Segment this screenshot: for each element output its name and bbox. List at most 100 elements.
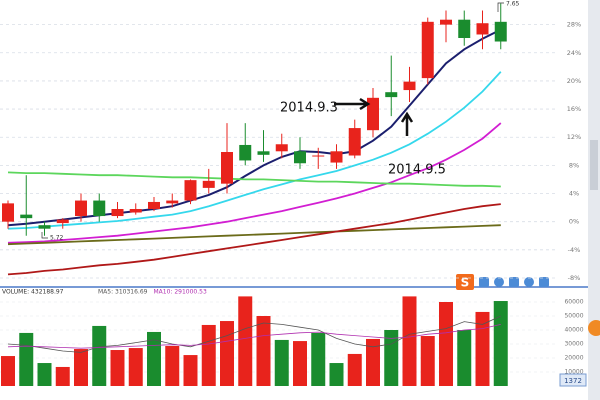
tool-icon[interactable]	[479, 277, 489, 287]
y-tick-label: 24%	[567, 49, 581, 57]
volume-bar	[493, 301, 508, 386]
y-tick-label: 30000	[564, 341, 583, 348]
y-tick-label: 4%	[569, 190, 579, 198]
annotation: 2014.9.3	[280, 101, 338, 116]
volume-bar	[37, 363, 52, 386]
candle-body	[294, 151, 306, 164]
candle-body	[75, 200, 87, 217]
candle-body	[93, 200, 106, 217]
candle-body	[312, 155, 325, 157]
candle-body	[129, 209, 142, 213]
tool-icon[interactable]	[494, 277, 504, 287]
ma-line	[7, 71, 502, 230]
annotation-pointer	[497, 2, 504, 12]
annotation: 7.65	[506, 1, 520, 8]
volume-bar	[92, 325, 107, 386]
candle-body	[348, 128, 361, 156]
candle-body	[257, 151, 270, 155]
volume-bar	[293, 341, 307, 386]
annotation: 2014.9.5	[388, 163, 446, 178]
y-tick-label: 50000	[564, 313, 583, 320]
candle-body	[367, 97, 379, 131]
volume-bar	[165, 345, 180, 386]
volume-bar	[201, 324, 216, 386]
candle-body	[2, 203, 14, 222]
tool-icon[interactable]	[524, 277, 534, 287]
corner-box	[559, 373, 587, 387]
y-tick-label: 8%	[569, 161, 579, 169]
scrollbar[interactable]	[590, 140, 598, 190]
candle-body	[458, 19, 471, 38]
toolbar-logo[interactable]: S	[461, 276, 470, 290]
volume-bar	[475, 311, 490, 386]
volume-bar	[128, 348, 143, 386]
candle-body	[476, 23, 489, 35]
toolbar-icons	[479, 277, 549, 287]
candle-body	[403, 81, 416, 91]
ma-line	[7, 28, 502, 227]
volume-bar	[457, 330, 472, 386]
annotation-pointer	[41, 232, 48, 239]
candle-body	[221, 152, 233, 184]
volume-bar	[402, 296, 417, 386]
candle-body	[148, 201, 160, 209]
ma-line	[7, 171, 501, 188]
corner-label: 1372	[564, 377, 582, 385]
annotation: 5.72	[50, 235, 64, 242]
y-tick-label: -8%	[568, 274, 581, 282]
y-tick-label: 20000	[564, 355, 583, 362]
candle-body	[56, 219, 69, 224]
volume-bar	[74, 349, 88, 386]
volume-bar	[238, 296, 253, 386]
candle-body	[275, 144, 288, 152]
ma-line	[7, 203, 501, 276]
y-tick-label: 16%	[567, 105, 581, 113]
y-tick-label: -4%	[568, 246, 581, 254]
volume-bar	[19, 332, 34, 386]
y-tick-label: 60000	[564, 299, 583, 306]
ma-line	[7, 224, 501, 246]
y-tick-label: 10000	[564, 369, 583, 376]
candle-body	[166, 200, 179, 204]
tool-icon[interactable]	[539, 277, 549, 287]
candle-body	[440, 19, 452, 25]
candle-body	[20, 214, 33, 219]
legend-entry: MA10: 291000.53	[153, 289, 206, 296]
ma-line	[7, 122, 502, 244]
candle-body	[421, 21, 434, 79]
volume-ma-line	[7, 324, 501, 349]
candle-body	[330, 151, 343, 163]
volume-bar	[220, 321, 234, 386]
candle-body	[494, 21, 507, 42]
candle-body	[184, 180, 197, 201]
candle-body	[38, 225, 51, 229]
annotation-arrow	[334, 97, 371, 111]
volume-bar	[366, 338, 380, 386]
volume-bar	[274, 339, 289, 386]
y-tick-label: 40000	[564, 327, 583, 334]
y-tick-label: 20%	[567, 77, 581, 85]
volume-ma-line	[7, 315, 501, 353]
volume-bar	[311, 332, 326, 386]
candle-body	[111, 209, 124, 217]
volume-bar	[183, 355, 198, 386]
volume-bar	[256, 316, 271, 386]
volume-bar	[439, 302, 453, 386]
candle-body	[239, 144, 252, 161]
volume-bar	[55, 366, 70, 386]
candle-body	[385, 92, 398, 98]
volume-bar	[1, 356, 15, 386]
volume-bar	[347, 353, 362, 386]
candle-body	[202, 180, 215, 188]
side-strip	[588, 0, 600, 400]
side-button[interactable]	[588, 320, 600, 336]
volume-bar	[110, 350, 125, 386]
tool-icon[interactable]	[509, 277, 519, 287]
volume-bar	[329, 363, 344, 386]
volume-bar	[420, 336, 435, 386]
y-tick-label: 0%	[569, 218, 579, 226]
volume-bar	[384, 330, 399, 386]
panel-title: VOLUME: 432188.97	[2, 289, 64, 296]
